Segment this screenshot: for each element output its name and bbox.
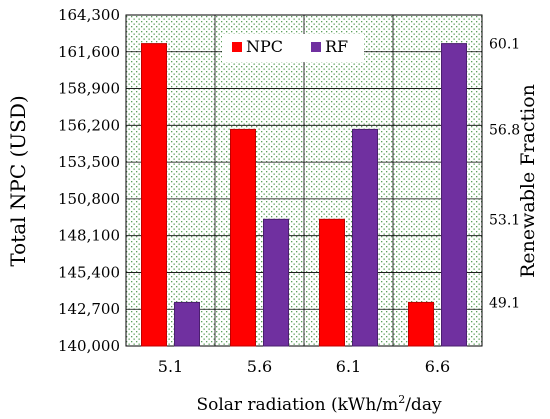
y-tick-label: 158,900	[58, 80, 120, 98]
y-tick-label: 161,600	[58, 43, 120, 61]
x-tick-label: 5.6	[247, 357, 272, 376]
y2-tick-label: 53.1	[489, 212, 520, 228]
bar-npc-5.6	[230, 128, 256, 347]
y-tick-label: 145,400	[58, 263, 120, 281]
bar-npc-6.1	[319, 218, 345, 347]
y-tick-label: 148,100	[58, 227, 120, 245]
bars	[141, 43, 467, 347]
y-tick-label: 164,300	[58, 6, 120, 24]
y2-tick-label: 49.1	[489, 295, 520, 311]
legend: NPC RF	[222, 34, 364, 62]
y-tick-label: 142,700	[58, 300, 120, 318]
y2-axis-title: Renewable Fraction	[517, 84, 539, 278]
x-axis-ticks: 5.1 5.6 6.1 6.6	[158, 357, 450, 376]
bar-rf-6.6	[441, 43, 467, 347]
y-tick-label: 150,800	[58, 190, 120, 208]
y-tick-label: 153,500	[58, 153, 120, 171]
x-tick-label: 6.1	[336, 357, 361, 376]
legend-label-npc: NPC	[246, 37, 283, 56]
x-axis-title: Solar radiation (kWh/m2/day	[196, 393, 442, 415]
bar-rf-5.6	[263, 218, 289, 347]
y2-tick-label: 56.8	[489, 122, 520, 138]
bar-npc-5.1	[141, 43, 167, 347]
y2-axis-ticks: 49.1 53.1 56.8 60.1	[489, 37, 520, 312]
bar-rf-6.1	[352, 128, 378, 347]
y-tick-label: 140,000	[58, 337, 120, 355]
legend-swatch-rf	[311, 42, 321, 52]
legend-box	[222, 34, 364, 62]
y-axis-ticks: 140,000 142,700 145,400 148,100 150,800 153,5…	[58, 6, 120, 355]
legend-swatch-npc	[232, 42, 242, 52]
y-tick-label: 156,200	[58, 116, 120, 134]
bar-npc-6.6	[408, 301, 434, 347]
y-axis-title: Total NPC (USD)	[6, 95, 30, 266]
bar-rf-5.1	[174, 301, 200, 347]
x-tick-label: 5.1	[158, 357, 183, 376]
y2-tick-label: 60.1	[489, 37, 520, 53]
legend-label-rf: RF	[325, 37, 348, 56]
x-tick-label: 6.6	[425, 357, 450, 376]
